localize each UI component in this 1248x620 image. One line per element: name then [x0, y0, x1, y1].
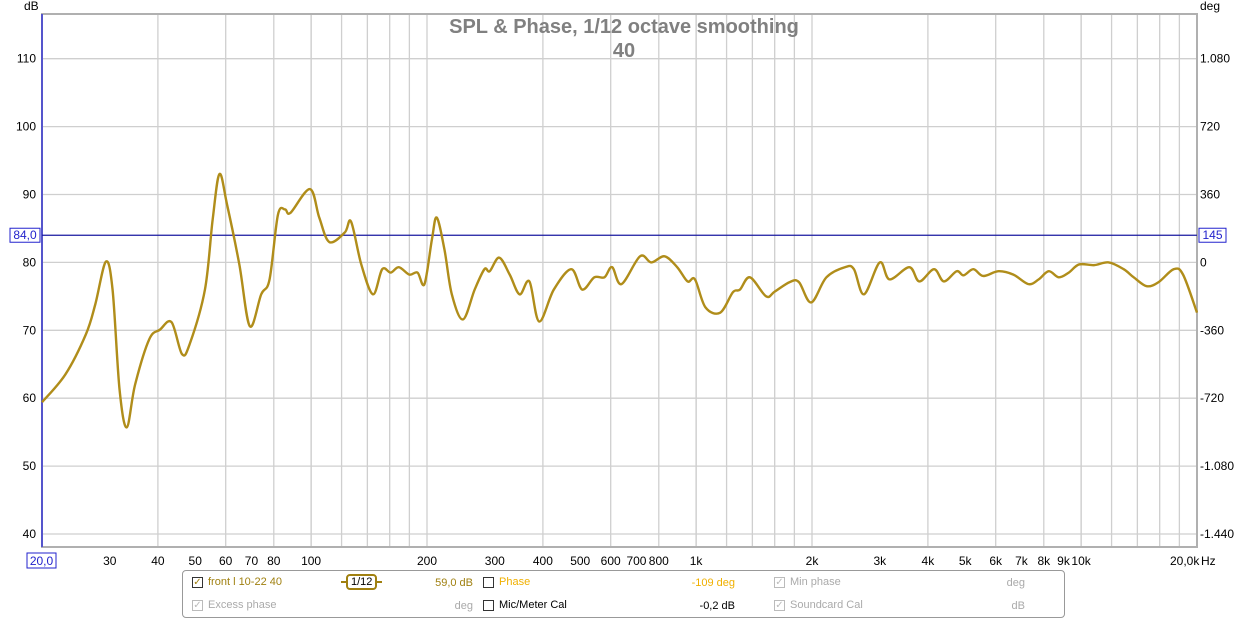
- y-tick-label: 60: [23, 391, 37, 405]
- y2-tick-label: -1.440: [1200, 527, 1234, 541]
- x-tick-label: 30: [103, 554, 117, 568]
- mic-cal-checkbox[interactable]: [483, 599, 494, 611]
- x-tick-label: 70: [245, 554, 259, 568]
- excess-phase-toggle[interactable]: ✓ Excess phase: [192, 599, 276, 611]
- x-tick-label: 600: [601, 554, 621, 568]
- series-toggle[interactable]: ✓ front l 10-22 40: [192, 576, 282, 588]
- chart-title: SPL & Phase, 1/12 octave smoothing: [449, 16, 799, 38]
- soundcard-cal-label: Soundcard Cal: [790, 599, 863, 611]
- cursor-left-label: 84,0: [13, 228, 37, 242]
- spl-chart[interactable]: SPL & Phase, 1/12 octave smoothing 40 dB…: [0, 0, 1248, 570]
- x-tick-label: 4k: [922, 554, 936, 568]
- phase-checkbox[interactable]: [483, 576, 494, 588]
- cursor-left-box: [9, 227, 41, 243]
- x-tick-label: 80: [267, 554, 281, 568]
- min-phase-label: Min phase: [790, 576, 841, 588]
- soundcard-cal-toggle[interactable]: ✓ Soundcard Cal: [774, 599, 863, 611]
- series-label: front l 10-22 40: [208, 576, 282, 588]
- mic-cal-label: Mic/Meter Cal: [499, 599, 567, 611]
- y-axis-label: dB: [24, 0, 39, 13]
- x-max-label: 20,0k: [1170, 554, 1200, 568]
- mic-cal-toggle[interactable]: Mic/Meter Cal: [483, 599, 567, 611]
- y2-tick-label: -1.080: [1200, 459, 1234, 473]
- spl-series-line: [41, 172, 1199, 429]
- x-tick-label: 40: [151, 554, 165, 568]
- x-min-box: [26, 552, 57, 569]
- phase-value: -109 deg: [691, 577, 735, 589]
- excess-phase-unit: deg: [454, 600, 473, 612]
- x-tick-label: 3k: [873, 554, 887, 568]
- x-tick-label: 10k: [1071, 554, 1091, 568]
- chart-subtitle: 40: [613, 40, 635, 62]
- y2-axis-label: deg: [1200, 0, 1220, 13]
- y2-tick-label: -720: [1200, 391, 1224, 405]
- mic-cal-value: -0,2 dB: [699, 600, 735, 612]
- x-tick-label: 300: [485, 554, 505, 568]
- x-tick-label: 100: [301, 554, 321, 568]
- y-tick-label: 50: [23, 459, 37, 473]
- legend-panel: ✓ front l 10-22 40 1/12 59,0 dB Phase -1…: [182, 570, 1065, 618]
- y-tick-label: 110: [17, 52, 36, 66]
- x-tick-label: 9k: [1057, 554, 1071, 568]
- phase-label: Phase: [499, 576, 531, 588]
- smoothing-label: 1/12: [346, 574, 378, 590]
- x-tick-label: 400: [533, 554, 553, 568]
- soundcard-cal-unit: dB: [1011, 600, 1025, 612]
- cursor-right-label: 145: [1202, 228, 1222, 242]
- x-unit-label: Hz: [1201, 554, 1216, 568]
- y2-tick-label: 1.080: [1200, 52, 1230, 66]
- spl-value: 59,0 dB: [435, 577, 473, 589]
- x-tick-label: 800: [649, 554, 669, 568]
- soundcard-cal-checkbox[interactable]: ✓: [774, 599, 785, 611]
- y-tick-label: 80: [23, 255, 37, 269]
- x-tick-label: 200: [417, 554, 437, 568]
- x-tick-label: 5k: [959, 554, 973, 568]
- x-tick-label: 50: [189, 554, 203, 568]
- x-tick-label: 2k: [806, 554, 820, 568]
- x-min-label: 20,0: [30, 554, 54, 568]
- excess-phase-label: Excess phase: [208, 599, 277, 611]
- x-tick-label: 500: [570, 554, 590, 568]
- y2-tick-label: -360: [1200, 323, 1224, 337]
- y2-tick-label: 360: [1200, 188, 1220, 202]
- x-tick-label: 700: [626, 554, 646, 568]
- min-phase-checkbox[interactable]: ✓: [774, 576, 785, 588]
- x-tick-label: 6k: [989, 554, 1003, 568]
- y-tick-label: 100: [16, 120, 36, 134]
- smoothing-badge[interactable]: 1/12: [341, 574, 383, 590]
- x-tick-label: 60: [219, 554, 233, 568]
- y-tick-label: 70: [23, 323, 37, 337]
- x-tick-label: 1k: [690, 554, 704, 568]
- y2-tick-label: 720: [1200, 120, 1220, 134]
- excess-phase-checkbox[interactable]: ✓: [192, 599, 203, 611]
- phase-toggle[interactable]: Phase: [483, 576, 530, 588]
- min-phase-toggle[interactable]: ✓ Min phase: [774, 576, 841, 588]
- min-phase-unit: deg: [1006, 577, 1025, 589]
- y-tick-label: 40: [23, 527, 37, 541]
- x-tick-label: 7k: [1015, 554, 1029, 568]
- x-tick-label: 8k: [1037, 554, 1051, 568]
- cursor-right-box: [1198, 227, 1227, 243]
- series-checkbox[interactable]: ✓: [192, 576, 203, 588]
- y-tick-label: 90: [23, 188, 37, 202]
- y2-tick-label: 0: [1200, 255, 1207, 269]
